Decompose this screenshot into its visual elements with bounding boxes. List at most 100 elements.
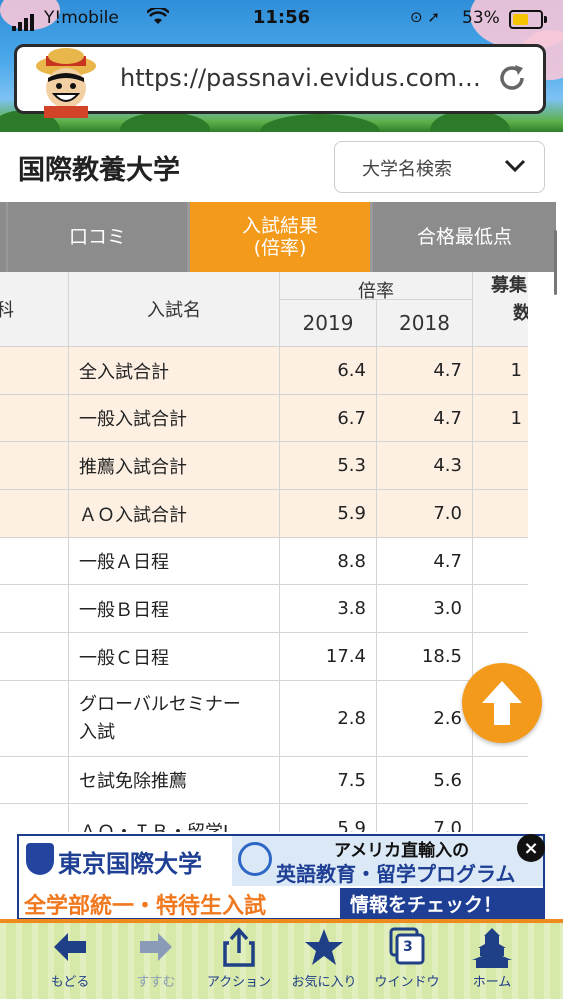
exam-name: 推薦入試合計 [69, 442, 280, 490]
tab-label: 口コミ [68, 226, 126, 248]
capacity [473, 585, 528, 633]
nav-label: ウインドウ [374, 975, 440, 990]
exam-name-line: 入試 [79, 721, 115, 743]
exam-name: 全入試合計 [69, 347, 280, 395]
nav-windows-button[interactable]: 3 ウインドウ [367, 925, 447, 990]
exam-name: ＡＯ・ＩＢ・留学I [69, 804, 280, 832]
scroll-to-top-button[interactable] [462, 663, 542, 743]
castle-icon [452, 925, 532, 969]
ratio-2019: 3.8 [280, 585, 377, 633]
tab-reviews[interactable]: 口コミ [8, 202, 187, 272]
ad-program: 英語教育・留学プログラム [276, 862, 516, 886]
ratio-2018: 7.0 [377, 804, 473, 832]
orientation-lock-icon: ⊙ ➚ [410, 8, 440, 26]
share-icon [199, 925, 279, 969]
nav-label: お気に入り [291, 975, 357, 990]
capacity: 1 [473, 347, 528, 395]
bottom-toolbar [0, 919, 563, 999]
exam-name: 一般Ｂ日程 [69, 585, 280, 633]
capacity [473, 442, 528, 490]
arrow-left-icon [30, 925, 110, 969]
ratio-2019: 6.7 [280, 395, 377, 442]
ad-school-name: 東京国際大学 [58, 850, 202, 878]
ratio-2019: 5.9 [280, 490, 377, 538]
reload-icon[interactable] [496, 62, 528, 102]
ad-program-panel [232, 836, 543, 886]
arrow-right-icon [116, 925, 196, 969]
ratio-2019: 5.3 [280, 442, 377, 490]
capacity [473, 490, 528, 538]
ad-check-button[interactable] [340, 888, 544, 918]
tab-partial[interactable] [0, 202, 6, 272]
ratio-2019: 17.4 [280, 633, 377, 681]
ad-close-button[interactable]: × [517, 834, 545, 862]
nav-favorites-button[interactable]: お気に入り [284, 925, 364, 990]
url-text[interactable]: https://passnavi.evidus.com… [120, 64, 481, 92]
signal-icon [12, 13, 40, 31]
exam-name: ＡＯ入試合計 [69, 490, 280, 538]
ad-exam-panel [19, 886, 349, 918]
ratio-2018: 2.6 [377, 681, 473, 757]
tab-label-line1: 入試結果 [241, 215, 318, 237]
tab-exam-results[interactable]: 入試結果 (倍率) [190, 202, 370, 272]
ad-check-label: 情報をチェック！ [350, 894, 503, 916]
nav-forward-button[interactable]: すすむ [116, 925, 196, 990]
header-year-2018: 2018 [377, 300, 473, 347]
ratio-2018: 4.7 [377, 395, 473, 442]
capacity [473, 757, 528, 804]
ratio-2019: 7.5 [280, 757, 377, 804]
ratio-2018: 5.6 [377, 757, 473, 804]
header-exam-name-label: 入試名 [147, 300, 201, 321]
header-exam-name: 入試名 [69, 272, 280, 347]
tab-min-passing-score[interactable]: 合格最低点 [373, 202, 556, 272]
ratio-2018: 18.5 [377, 633, 473, 681]
university-search-button[interactable] [334, 141, 545, 193]
capacity [473, 681, 528, 757]
wifi-icon [146, 6, 170, 30]
capacity [473, 804, 528, 832]
tab-label-line2: (倍率) [253, 237, 307, 259]
nav-label: ホーム [472, 975, 512, 990]
ratio-2018: 4.3 [377, 442, 473, 490]
exam-name-line: グローバルセミナー [79, 693, 241, 715]
header-capacity: 募集 数 [473, 272, 528, 347]
ratio-2019: 8.8 [280, 538, 377, 585]
capacity: 1 [473, 395, 528, 442]
year-label: 2019 [302, 311, 354, 335]
header-year-2019: 2019 [280, 300, 377, 347]
tab-label: 合格最低点 [416, 226, 512, 248]
header-partial-label: 科 [0, 300, 14, 321]
exam-name: グローバルセミナー 入試 [69, 681, 280, 757]
address-bar[interactable] [14, 44, 546, 114]
page-title: 国際教養大学 [18, 155, 180, 186]
clock: 11:56 [252, 7, 311, 28]
window-count: 3 [403, 939, 413, 955]
nav-action-button[interactable]: アクション [199, 925, 279, 990]
nav-label: もどる [50, 975, 90, 990]
scrollbar[interactable] [554, 230, 557, 295]
ratio-2019: 2.8 [280, 681, 377, 757]
ratio-2019: 6.4 [280, 347, 377, 395]
star-icon [284, 925, 364, 969]
nav-back-button[interactable]: もどる [30, 925, 110, 990]
nav-home-button[interactable]: ホーム [452, 925, 532, 990]
windows-icon: 3 [367, 925, 447, 969]
status-bar: Y!mobile 11:56 ⊙ ➚ 53% [0, 0, 563, 36]
ratio-2018: 7.0 [377, 490, 473, 538]
results-table: 科 入試名 倍率 2019 2018 募集 数 全入試合計 6.4 4.7 1 … [0, 272, 528, 832]
year-label: 2018 [399, 311, 450, 335]
exam-name: 一般Ｃ日程 [69, 633, 280, 681]
character-avatar-icon [30, 48, 102, 118]
ratio-2019: 5.9 [280, 804, 377, 832]
school-crest-icon [26, 843, 54, 875]
ratio-2018: 3.0 [377, 585, 473, 633]
header-cell-partial: 科 [0, 272, 69, 347]
battery-icon [509, 10, 547, 29]
globe-icon [238, 842, 272, 876]
search-label: 大学名検索 [362, 159, 452, 180]
exam-name: 一般Ａ日程 [69, 538, 280, 585]
ad-exam-text: 全学部統一・特待生入試 [24, 894, 267, 919]
header-capacity-label: 募集 [491, 275, 527, 296]
battery-percent: 53% [462, 8, 500, 28]
exam-name: 一般入試合計 [69, 395, 280, 442]
